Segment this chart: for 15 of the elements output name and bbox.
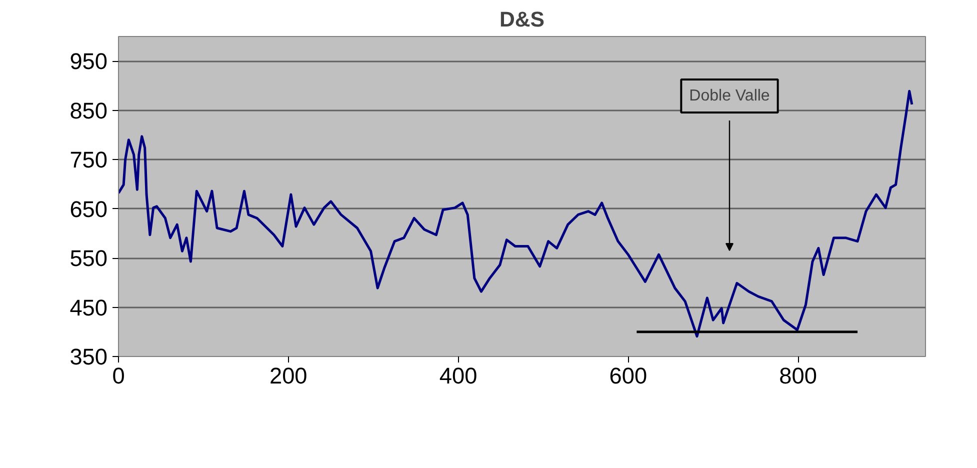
x-tick-label: 200 — [269, 362, 308, 388]
x-tick-label: 0 — [112, 362, 125, 388]
line-series — [118, 90, 914, 338]
x-tick-label: 400 — [439, 362, 478, 388]
chart-title: D&S — [499, 8, 545, 32]
y-tick-label: 450 — [70, 294, 108, 320]
y-tick-label: 850 — [70, 97, 108, 124]
y-tick-label: 550 — [70, 245, 108, 272]
y-tick-label: 950 — [70, 48, 108, 74]
annotation: Doble Valle — [689, 88, 770, 104]
y-tick-label: 650 — [70, 196, 108, 222]
y-tick-label: 350 — [70, 344, 108, 370]
x-tick-label: 600 — [609, 362, 648, 388]
y-tick-label: 750 — [70, 146, 108, 173]
x-tick-label: 800 — [779, 362, 817, 388]
